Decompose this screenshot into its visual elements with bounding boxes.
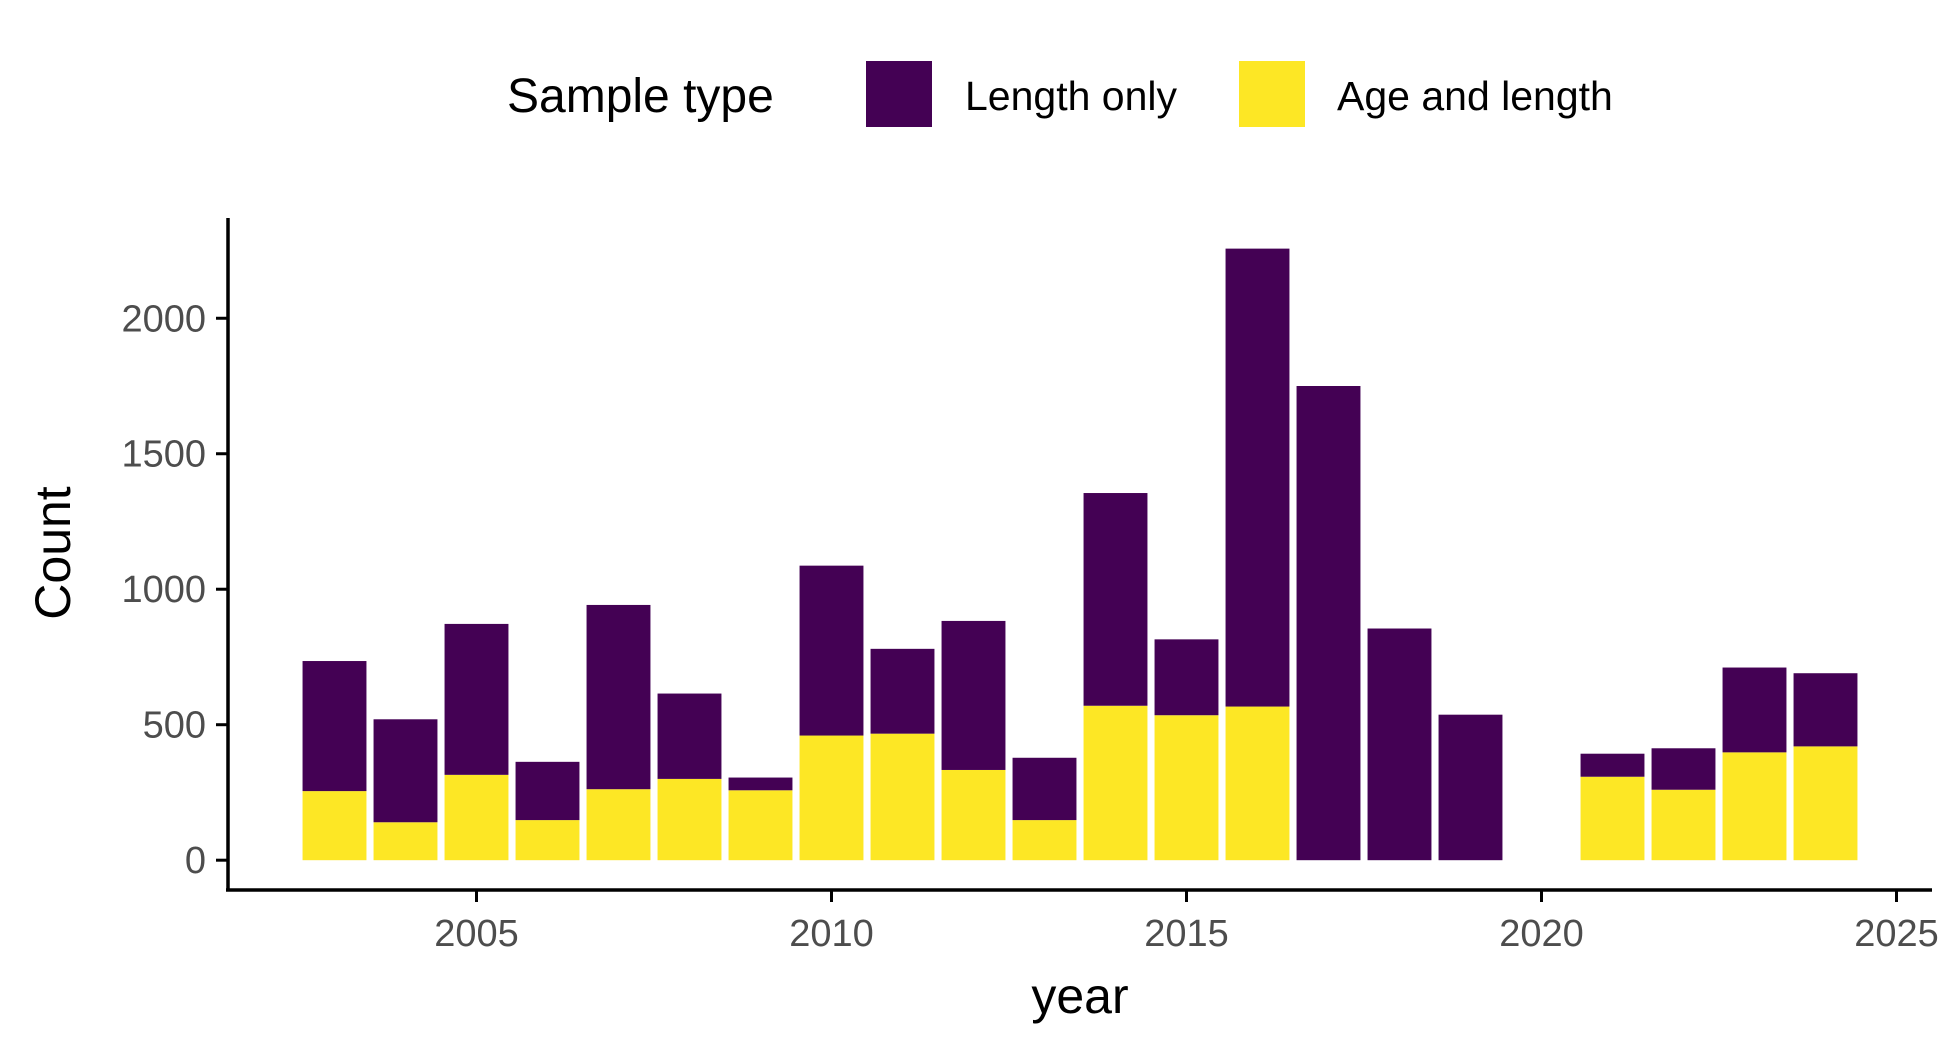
bar-age-and-length-2010 — [799, 735, 864, 861]
bar-length-only-2023 — [1722, 667, 1787, 753]
legend-swatch-age-and-length — [1239, 61, 1305, 127]
bar-length-only-2011 — [870, 648, 935, 734]
x-tick-label: 2015 — [1144, 913, 1229, 955]
x-tick-label: 2025 — [1854, 913, 1939, 955]
bar-age-and-length-2023 — [1722, 752, 1787, 861]
y-tick-label: 1500 — [121, 434, 206, 476]
bar-length-only-2016 — [1225, 248, 1290, 707]
bar-age-and-length-2015 — [1154, 715, 1219, 861]
legend: Sample type Length only Age and length — [507, 61, 1613, 127]
bar-length-only-2008 — [657, 693, 722, 779]
x-tick-label: 2020 — [1499, 913, 1584, 955]
y-tick-label: 2000 — [121, 298, 206, 340]
bar-length-only-2005 — [444, 623, 509, 775]
y-axis-title: Count — [25, 486, 81, 620]
bar-length-only-2006 — [515, 761, 580, 821]
bar-age-and-length-2013 — [1012, 820, 1077, 861]
bar-age-and-length-2009 — [728, 790, 793, 861]
bar-length-only-2014 — [1083, 493, 1148, 706]
bar-age-and-length-2011 — [870, 733, 935, 861]
x-tick-label: 2005 — [434, 913, 519, 955]
x-axis-ticks: 2005 2010 2015 2020 2025 — [434, 890, 1939, 955]
y-tick-label: 500 — [143, 705, 206, 747]
bar-length-only-2012 — [941, 620, 1006, 770]
bar-length-only-2021 — [1580, 753, 1645, 777]
bar-age-and-length-2014 — [1083, 705, 1148, 861]
bar-length-only-2017 — [1296, 386, 1361, 861]
bar-age-and-length-2007 — [586, 789, 651, 861]
bar-age-and-length-2016 — [1225, 706, 1290, 861]
bar-length-only-2007 — [586, 604, 651, 790]
y-tick-label: 1000 — [121, 569, 206, 611]
bar-age-and-length-2008 — [657, 778, 722, 861]
bar-length-only-2010 — [799, 565, 864, 736]
bar-length-only-2009 — [728, 777, 793, 791]
legend-title: Sample type — [507, 70, 774, 123]
bar-age-and-length-2006 — [515, 820, 580, 861]
bar-age-and-length-2003 — [302, 791, 367, 861]
bars-layer — [302, 248, 1858, 861]
y-axis-ticks: 0 500 1000 1500 2000 — [121, 298, 228, 882]
bar-length-only-2018 — [1367, 628, 1432, 861]
legend-label-age-and-length: Age and length — [1337, 73, 1613, 119]
x-tick-label: 2010 — [789, 913, 874, 955]
bar-age-and-length-2022 — [1651, 789, 1716, 861]
bar-age-and-length-2005 — [444, 774, 509, 861]
bar-length-only-2004 — [373, 719, 438, 823]
bar-age-and-length-2024 — [1793, 746, 1858, 861]
y-tick-label: 0 — [185, 840, 206, 882]
bar-length-only-2024 — [1793, 673, 1858, 747]
bar-length-only-2022 — [1651, 748, 1716, 790]
bar-length-only-2003 — [302, 661, 367, 792]
bar-length-only-2015 — [1154, 639, 1219, 716]
bar-age-and-length-2012 — [941, 769, 1006, 861]
bar-age-and-length-2004 — [373, 822, 438, 861]
bar-length-only-2013 — [1012, 757, 1077, 821]
x-axis-title: year — [1031, 968, 1128, 1024]
bar-length-only-2019 — [1438, 714, 1503, 861]
legend-swatch-length-only — [866, 61, 932, 127]
legend-label-length-only: Length only — [965, 73, 1178, 119]
bar-age-and-length-2021 — [1580, 776, 1645, 861]
